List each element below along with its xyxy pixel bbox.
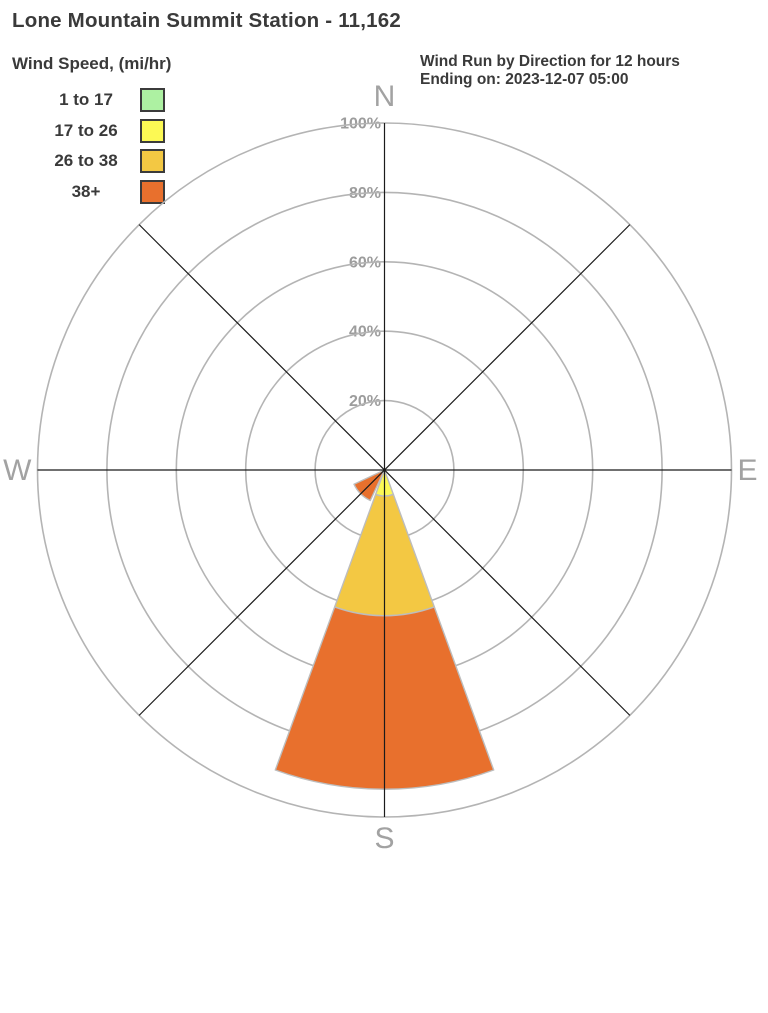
chart-subtitle: Ending on: 2023-12-07 05:00 (420, 70, 629, 88)
chart-title: Wind Run by Direction for 12 hours (420, 53, 680, 70)
legend-item: 1 to 17 (36, 88, 165, 112)
legend-swatch (140, 88, 165, 112)
legend-item: 17 to 26 (36, 118, 165, 143)
cardinal-label-N: N (374, 80, 396, 113)
axis-spoke (138, 224, 631, 716)
legend-item: 26 to 38 (36, 149, 165, 173)
chart-header: Wind Run by Direction for 12 hours Endin… (420, 53, 680, 88)
legend-item-label: 38+ (71, 181, 101, 201)
legend-item: 38+ (36, 179, 165, 204)
cardinal-label-S: S (374, 822, 394, 855)
legend-swatch (140, 179, 165, 204)
legend-item-label: 26 to 38 (54, 151, 118, 170)
legend-item-label: 17 to 26 (54, 120, 118, 140)
legend-item-label: 1 to 17 (59, 90, 113, 109)
legend-title: Wind Speed, (mi/hr) (12, 54, 172, 73)
cardinal-label-E: E (738, 454, 758, 487)
cardinal-label-W: W (3, 454, 32, 487)
legend-swatch (140, 149, 165, 173)
wind-speed-legend: 1 to 17 17 to 26 26 to 38 38+ (36, 88, 165, 210)
page-title: Lone Mountain Summit Station - 11,162 (12, 9, 401, 32)
legend-swatch (140, 118, 165, 143)
